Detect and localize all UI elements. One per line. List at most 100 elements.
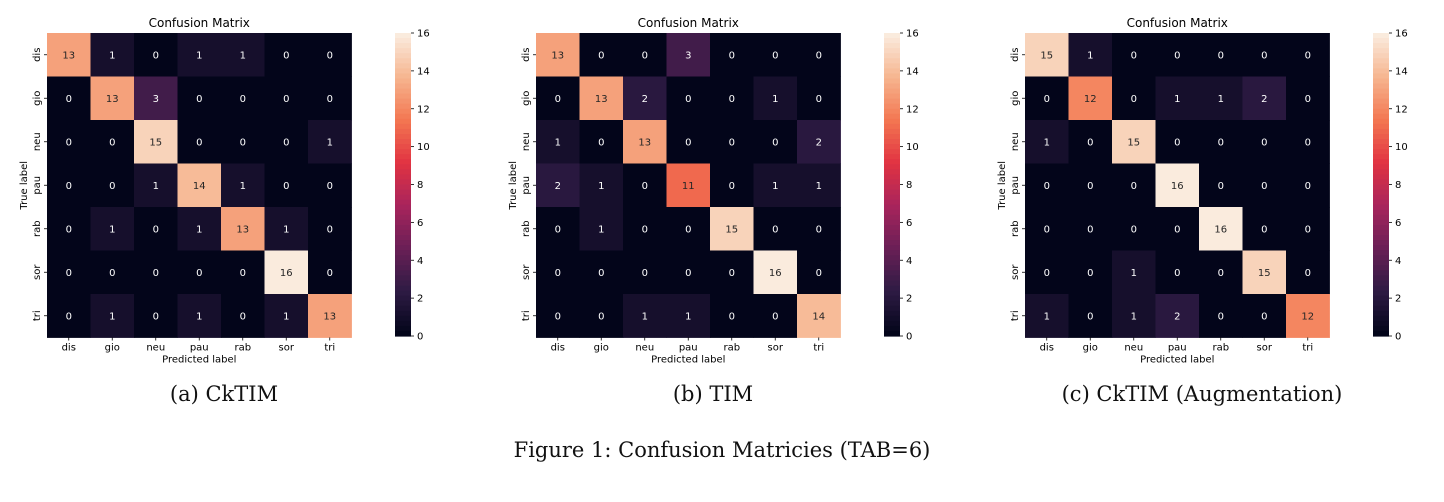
colorbar-segment	[1373, 154, 1389, 160]
colorbar-segment	[1373, 169, 1389, 175]
heatmap-cell	[264, 76, 309, 121]
x-tick-label: neu	[146, 343, 165, 354]
cell-value-label: 0	[1261, 50, 1267, 61]
y-tick-label: rab	[32, 220, 43, 237]
heatmap-cell	[797, 207, 841, 251]
y-axis-label: True label	[997, 161, 1008, 211]
colorbar-tick-label: 12	[417, 104, 430, 115]
colorbar-segment	[884, 88, 900, 95]
y-tick-label: rab	[521, 220, 532, 237]
colorbar-segment	[395, 189, 411, 196]
colorbar-segment	[884, 128, 900, 135]
heatmap-cell	[623, 250, 667, 295]
y-tick-label: pau	[1010, 176, 1021, 195]
heatmap-cell	[1242, 33, 1287, 77]
colorbar-segment	[1373, 325, 1389, 332]
heatmap-cell	[536, 120, 580, 164]
colorbar-segment	[1373, 134, 1389, 140]
colorbar-segment	[884, 260, 900, 266]
colorbar-segment	[884, 330, 900, 337]
colorbar-segment	[1373, 229, 1389, 236]
cell-value-label: 2	[816, 137, 822, 148]
cell-value-label: 0	[153, 50, 159, 61]
heatmap-cell	[579, 207, 624, 251]
heatmap-cell	[666, 120, 711, 164]
heatmap-cell	[90, 120, 135, 164]
heatmap-cell	[264, 294, 309, 338]
colorbar-segment	[395, 310, 411, 317]
colorbar-segment	[1373, 63, 1389, 69]
colorbar-segment	[884, 214, 900, 221]
colorbar-segment	[1373, 139, 1389, 145]
cell-value-label: 1	[109, 50, 115, 61]
cell-value-label: 0	[196, 94, 202, 105]
colorbar-segment	[1373, 250, 1389, 256]
colorbar-tick-label: 14	[417, 66, 430, 77]
x-tick-label: sor	[279, 343, 295, 354]
colorbar-segment	[884, 169, 900, 175]
cell-value-label: 16	[280, 268, 293, 279]
colorbar-segment	[884, 43, 900, 49]
colorbar-segment	[1373, 128, 1389, 135]
colorbar-segment	[1373, 315, 1389, 322]
heatmap-cell	[90, 76, 135, 121]
heatmap-cell	[221, 33, 265, 77]
cell-value-label: 0	[153, 268, 159, 279]
colorbar-segment	[1373, 245, 1389, 251]
colorbar-segment	[1373, 219, 1389, 226]
colorbar-segment	[884, 295, 900, 302]
colorbar-segment	[395, 113, 411, 120]
cell-value-label: 0	[642, 268, 648, 279]
heatmap-cell	[666, 294, 711, 338]
cell-value-label: 0	[1174, 224, 1180, 235]
colorbar-segment	[1373, 255, 1389, 261]
colorbar-tick-label: 2	[417, 294, 423, 305]
heatmap-cell	[221, 120, 265, 164]
colorbar-tick-label: 10	[417, 142, 430, 153]
colorbar-segment	[884, 325, 900, 332]
subcaption-b: (b) TIM	[672, 382, 754, 406]
cell-value-label: 13	[236, 224, 249, 235]
heatmap-cell	[90, 207, 135, 251]
colorbar-segment	[884, 58, 900, 64]
cell-value-label: 15	[725, 224, 738, 235]
colorbar-segment	[1373, 184, 1389, 191]
colorbar-segment	[1373, 48, 1389, 54]
heatmap-cell	[264, 120, 309, 164]
cell-value-label: 1	[642, 311, 648, 322]
heatmap-cell	[1199, 294, 1243, 338]
heatmap-cell	[1155, 250, 1200, 295]
colorbar-segment	[884, 33, 900, 39]
cell-value-label: 0	[327, 181, 333, 192]
colorbar-segment	[395, 154, 411, 160]
colorbar-segment	[884, 154, 900, 160]
cell-value-label: 1	[1044, 311, 1050, 322]
colorbar-segment	[395, 38, 411, 44]
heatmap-cell	[1286, 163, 1330, 208]
cell-value-label: 0	[1305, 268, 1311, 279]
colorbar-tick-label: 6	[1395, 218, 1401, 229]
y-tick-label: sor	[1010, 264, 1021, 280]
chart-title: Confusion Matrix	[638, 16, 739, 30]
heatmap-cell	[710, 294, 754, 338]
cell-value-label: 0	[685, 137, 691, 148]
heatmap-cell	[536, 33, 580, 77]
cell-value-label: 16	[1171, 181, 1184, 192]
x-tick-label: rab	[234, 343, 251, 354]
cell-value-label: 1	[598, 224, 604, 235]
colorbar-segment	[395, 290, 411, 297]
x-axis-label: Predicted label	[1140, 355, 1214, 366]
colorbar-segment	[884, 53, 900, 59]
heatmap-cell	[134, 163, 178, 208]
cell-value-label: 3	[685, 50, 691, 61]
x-tick-label: pau	[679, 343, 698, 354]
cell-value-label: 0	[1174, 50, 1180, 61]
cell-value-label: 0	[598, 137, 604, 148]
colorbar-tick-label: 16	[417, 29, 430, 40]
heatmap-cell	[221, 163, 265, 208]
cell-value-label: 0	[772, 311, 778, 322]
cell-value-label: 15	[149, 137, 162, 148]
chart-title: Confusion Matrix	[1127, 16, 1228, 30]
heatmap-cell	[1286, 250, 1330, 295]
colorbar-segment	[884, 78, 900, 85]
